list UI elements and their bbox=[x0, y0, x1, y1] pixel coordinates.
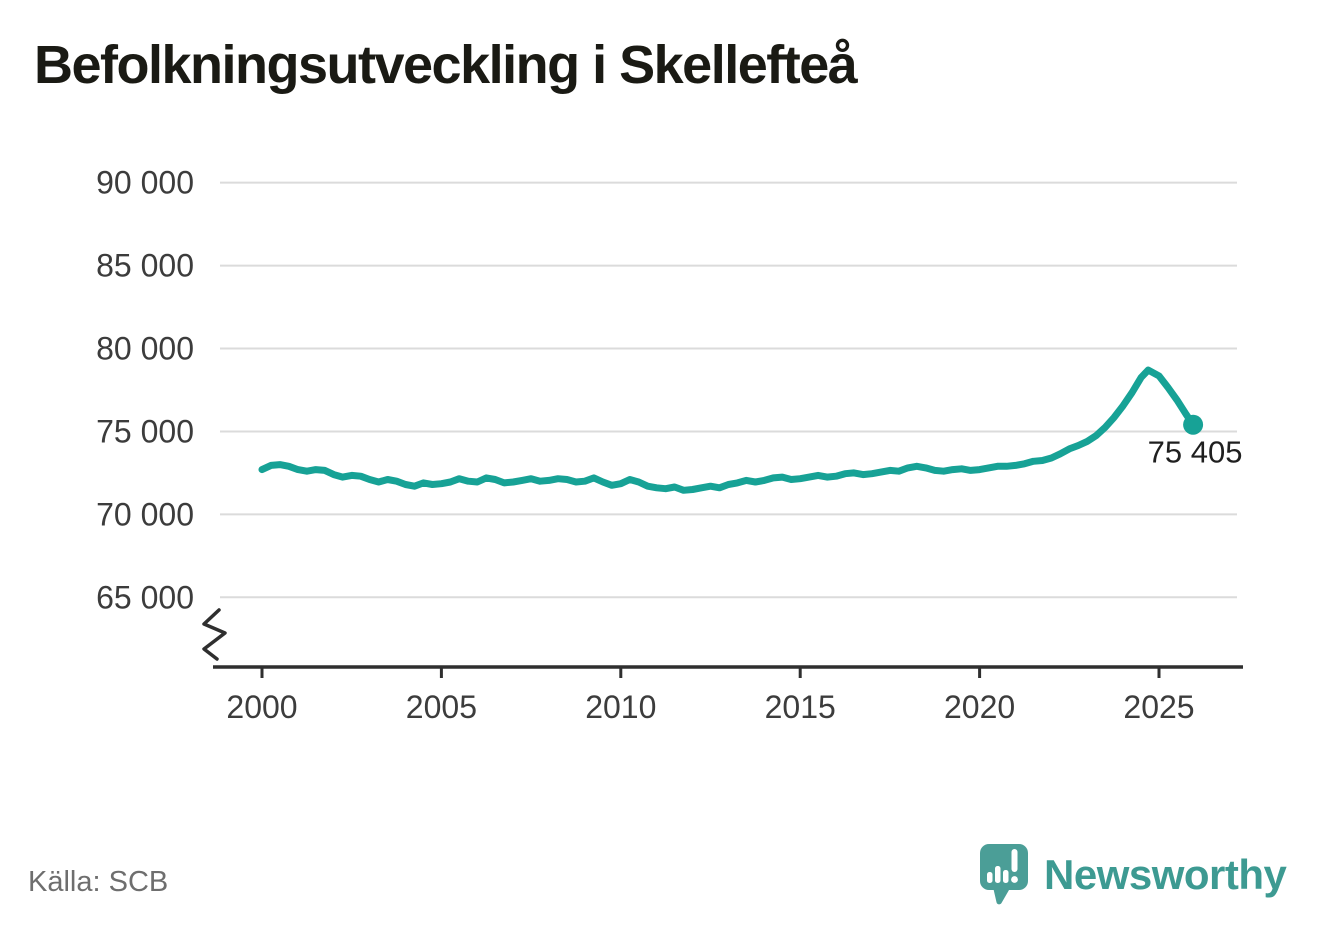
newsworthy-branding: Newsworthy bbox=[978, 842, 1287, 908]
x-tick-label: 2020 bbox=[944, 689, 1015, 725]
x-tick-label: 2005 bbox=[406, 689, 477, 725]
latest-value-label: 75 405 bbox=[1148, 435, 1243, 470]
x-tick-label: 2000 bbox=[226, 689, 297, 725]
y-tick-label: 65 000 bbox=[96, 579, 194, 615]
y-tick-label: 85 000 bbox=[96, 248, 194, 284]
y-tick-label: 70 000 bbox=[96, 496, 194, 532]
x-tick-label: 2015 bbox=[765, 689, 836, 725]
y-tick-label: 90 000 bbox=[96, 165, 194, 201]
bar-chart-icon bbox=[987, 866, 1009, 883]
source-label: Källa: SCB bbox=[28, 866, 169, 898]
brand-name: Newsworthy bbox=[1044, 851, 1287, 898]
latest-value-dot bbox=[1183, 414, 1204, 435]
y-tick-label: 75 000 bbox=[96, 413, 194, 449]
chart-title: Befolkningsutveckling i Skellefteå bbox=[34, 35, 858, 95]
x-tick-label: 2025 bbox=[1123, 689, 1194, 725]
gridlines bbox=[220, 181, 1237, 599]
y-axis-break-icon bbox=[202, 608, 227, 661]
exclamation-icon bbox=[1011, 849, 1018, 883]
y-tick-label: 80 000 bbox=[96, 331, 194, 367]
population-line bbox=[258, 366, 1197, 494]
newsworthy-logo-icon bbox=[980, 844, 1028, 905]
x-tick-label: 2010 bbox=[585, 689, 656, 725]
x-axis-ticks: 2000 2005 2010 2015 2020 2025 bbox=[226, 667, 1195, 725]
y-axis-labels: 90 000 85 000 80 000 75 000 70 000 65 000 bbox=[96, 165, 194, 616]
